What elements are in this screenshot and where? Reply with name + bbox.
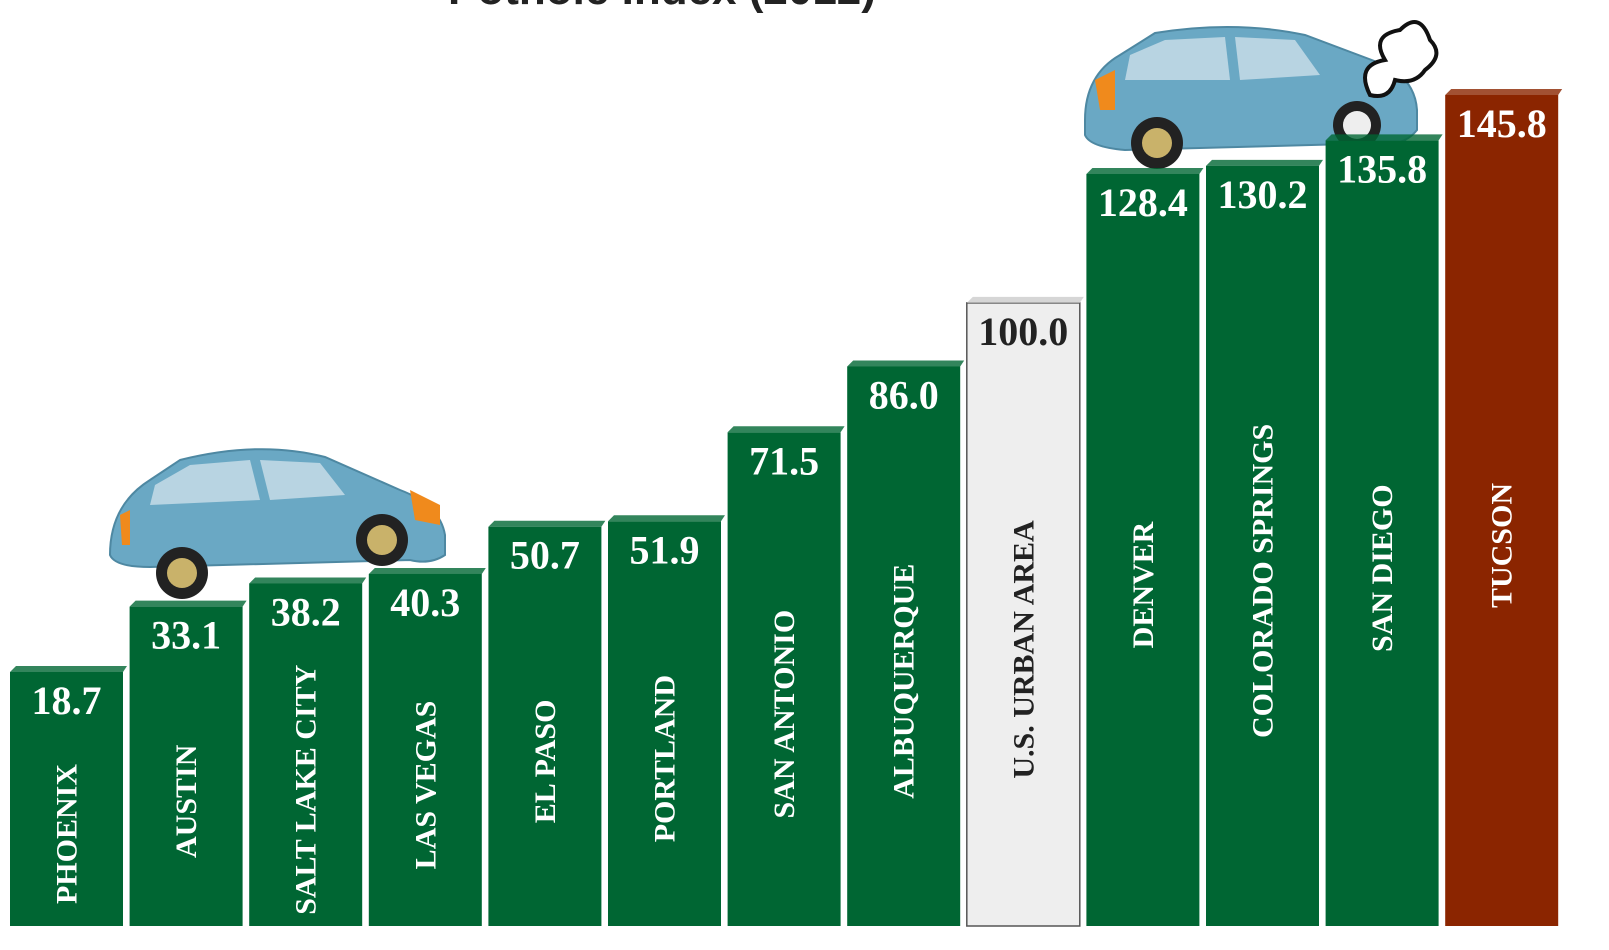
value-label: 38.2	[271, 589, 341, 634]
value-label: 145.8	[1457, 101, 1547, 146]
category-label: EL PASO	[529, 700, 562, 824]
bar	[608, 521, 721, 926]
category-label: COLORADO SPRINGS	[1247, 424, 1280, 738]
bar-bevel	[368, 567, 486, 574]
category-label: PHOENIX	[51, 764, 84, 904]
category-label: LAS VEGAS	[409, 701, 442, 870]
bar	[1445, 95, 1559, 926]
bar	[10, 672, 123, 926]
bar-bevel	[608, 515, 725, 522]
bar-bevel	[847, 360, 965, 367]
category-label: TUCSON	[1486, 483, 1519, 608]
category-label: ALBUQUERQUE	[888, 564, 921, 799]
bar	[1086, 173, 1200, 927]
bar	[249, 583, 363, 926]
category-label: SAN DIEGO	[1366, 484, 1399, 652]
value-label: 33.1	[151, 613, 221, 658]
bar	[727, 432, 841, 926]
value-label: 130.2	[1218, 172, 1308, 217]
category-label: PORTLAND	[649, 675, 682, 842]
value-label: 18.7	[32, 678, 102, 723]
value-label: 86.0	[869, 372, 939, 417]
category-label: SALT LAKE CITY	[290, 664, 323, 914]
value-label: 40.3	[390, 580, 460, 625]
bar-bevel	[966, 296, 1084, 303]
bar	[1325, 140, 1439, 926]
bar-bevel	[1325, 134, 1443, 141]
category-label: SAN ANTONIO	[768, 610, 801, 819]
car-right	[1084, 20, 1439, 169]
category-label: AUSTIN	[170, 744, 203, 858]
chart-title: Pothole Index (2012)	[448, 0, 876, 14]
value-label: 128.4	[1098, 180, 1188, 225]
category-label: U.S. URBAN AREA	[1007, 520, 1040, 779]
bar	[129, 606, 243, 926]
bar-bevel	[1086, 167, 1204, 174]
bar-bevel	[488, 520, 606, 527]
bar	[488, 526, 602, 926]
bar	[966, 302, 1081, 927]
value-label: 135.8	[1337, 146, 1427, 191]
value-label: 71.5	[749, 438, 819, 483]
value-label: 100.0	[978, 309, 1068, 354]
bar-bevel	[10, 666, 127, 672]
bar	[847, 366, 961, 926]
bar-bevel	[129, 600, 247, 607]
bar-bevel	[727, 426, 845, 433]
bar-bevel	[1445, 89, 1563, 95]
value-label: 50.7	[510, 533, 580, 578]
value-label: 51.9	[630, 527, 700, 572]
bar-bevel	[1206, 159, 1323, 166]
bar	[368, 573, 482, 926]
car-left	[108, 448, 446, 599]
category-label: DENVER	[1127, 521, 1160, 648]
bar-bevel	[249, 577, 367, 584]
bar	[1206, 165, 1319, 926]
